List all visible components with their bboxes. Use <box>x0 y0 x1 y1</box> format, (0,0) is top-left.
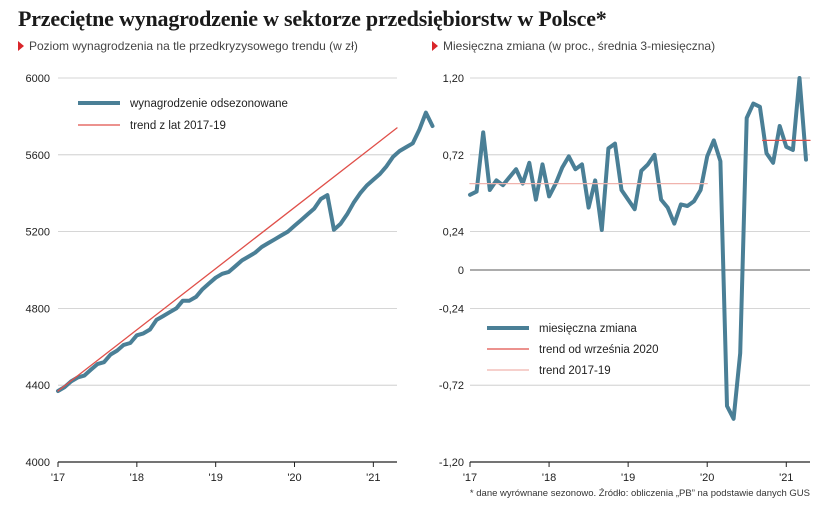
series-line-1 <box>468 76 808 421</box>
page-title: Przeciętne wynagrodzenie w sektorze prze… <box>18 6 607 31</box>
series-line-1 <box>56 110 435 393</box>
left-subtitle-text: Poziom wynagrodzenia na tle przedkryzyso… <box>29 39 358 53</box>
right-chart-subtitle: Miesięczna zmiana (w proc., średnia 3-mi… <box>432 39 715 53</box>
x-tick-label: '18 <box>130 472 144 484</box>
legend-label: trend 2017-19 <box>539 365 611 377</box>
series-line-2 <box>57 127 398 392</box>
triangle-marker-icon <box>432 41 438 51</box>
x-tick-label: '21 <box>366 472 380 484</box>
y-tick-label: -1,20 <box>439 457 464 469</box>
y-tick-label: 4800 <box>26 303 50 315</box>
right-subtitle-text: Miesięczna zmiana (w proc., średnia 3-mi… <box>443 39 716 53</box>
y-tick-label: -0,72 <box>439 380 464 392</box>
y-tick-label: 0,24 <box>443 227 464 239</box>
y-tick-label: 6000 <box>26 73 50 85</box>
y-tick-label: 5600 <box>26 150 50 162</box>
x-tick-label: '18 <box>542 472 556 484</box>
x-tick-label: '20 <box>287 472 301 484</box>
y-tick-label: 5200 <box>26 227 50 239</box>
legend-label: trend z lat 2017-19 <box>130 120 226 132</box>
y-tick-label: 0 <box>458 265 464 277</box>
y-tick-label: 4400 <box>26 380 50 392</box>
y-tick-label: -0,24 <box>439 303 464 315</box>
x-tick-label: '17 <box>51 472 65 484</box>
legend-label: trend od września 2020 <box>539 344 659 356</box>
legend-label: miesięczna zmiana <box>539 323 637 335</box>
x-tick-label: '19 <box>209 472 223 484</box>
y-tick-label: 0,72 <box>443 150 464 162</box>
x-tick-label: '21 <box>779 472 793 484</box>
left-chart-subtitle: Poziom wynagrodzenia na tle przedkryzyso… <box>18 39 358 53</box>
footnote: * dane wyrównane sezonowo. Źródło: oblic… <box>469 488 810 499</box>
triangle-marker-icon <box>18 41 24 51</box>
y-tick-label: 4000 <box>26 457 50 469</box>
y-tick-label: 1,20 <box>443 73 464 85</box>
x-tick-label: '19 <box>621 472 635 484</box>
legend-label: wynagrodzenie odsezonowane <box>129 98 288 110</box>
x-tick-label: '20 <box>700 472 714 484</box>
x-tick-label: '17 <box>463 472 477 484</box>
